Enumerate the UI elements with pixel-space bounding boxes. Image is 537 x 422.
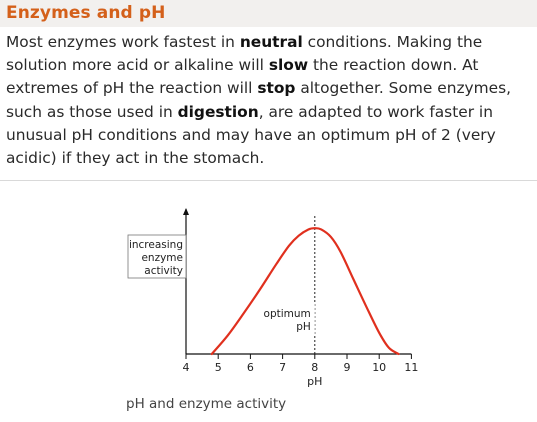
activity-curve xyxy=(210,227,400,356)
intro-paragraph: Most enzymes work fastest in neutral con… xyxy=(6,31,534,170)
paragraph-text: Most enzymes work fastest in xyxy=(6,33,240,51)
paragraph-text: the reaction down. At extremes of pH the… xyxy=(6,56,479,98)
x-tick-label: 10 xyxy=(372,361,386,374)
chart-caption: pH and enzyme activity xyxy=(126,396,287,412)
x-tick-label: 9 xyxy=(344,361,351,374)
paragraph-text: altogether. Some enzymes, such as those … xyxy=(6,79,512,121)
optimum-label-box xyxy=(258,304,315,336)
heading-bar xyxy=(0,0,537,27)
x-tick-label: 5 xyxy=(215,361,222,374)
x-axis-label: pH xyxy=(307,375,322,388)
y-axis-label-line: increasing xyxy=(129,239,183,251)
x-tick-label: 4 xyxy=(183,361,190,374)
page-title: Enzymes and pH xyxy=(6,3,166,23)
x-tick-label: 7 xyxy=(279,361,286,374)
bold-term-neutral: neutral xyxy=(239,33,303,51)
bold-term-digestion: digestion xyxy=(177,102,259,121)
optimum-label-line: pH xyxy=(296,321,311,333)
y-axis-label-line: enzyme xyxy=(141,252,183,264)
y-label-box xyxy=(127,234,187,279)
paragraph-text: , are adapted to work faster in unusual … xyxy=(6,102,496,168)
optimum-label-line: optimum xyxy=(264,308,311,320)
paragraph-text: conditions. Making the solution more aci… xyxy=(6,33,483,75)
x-tick-label: 8 xyxy=(311,361,318,374)
y-axis-arrow-icon xyxy=(183,208,189,215)
bold-term-slow: slow xyxy=(268,56,309,75)
x-tick-label: 11 xyxy=(404,361,418,374)
y-axis-label-line: activity xyxy=(144,265,183,277)
bold-term-stop: stop xyxy=(257,79,296,98)
x-tick-label: 6 xyxy=(247,361,254,374)
section-divider xyxy=(0,180,537,181)
